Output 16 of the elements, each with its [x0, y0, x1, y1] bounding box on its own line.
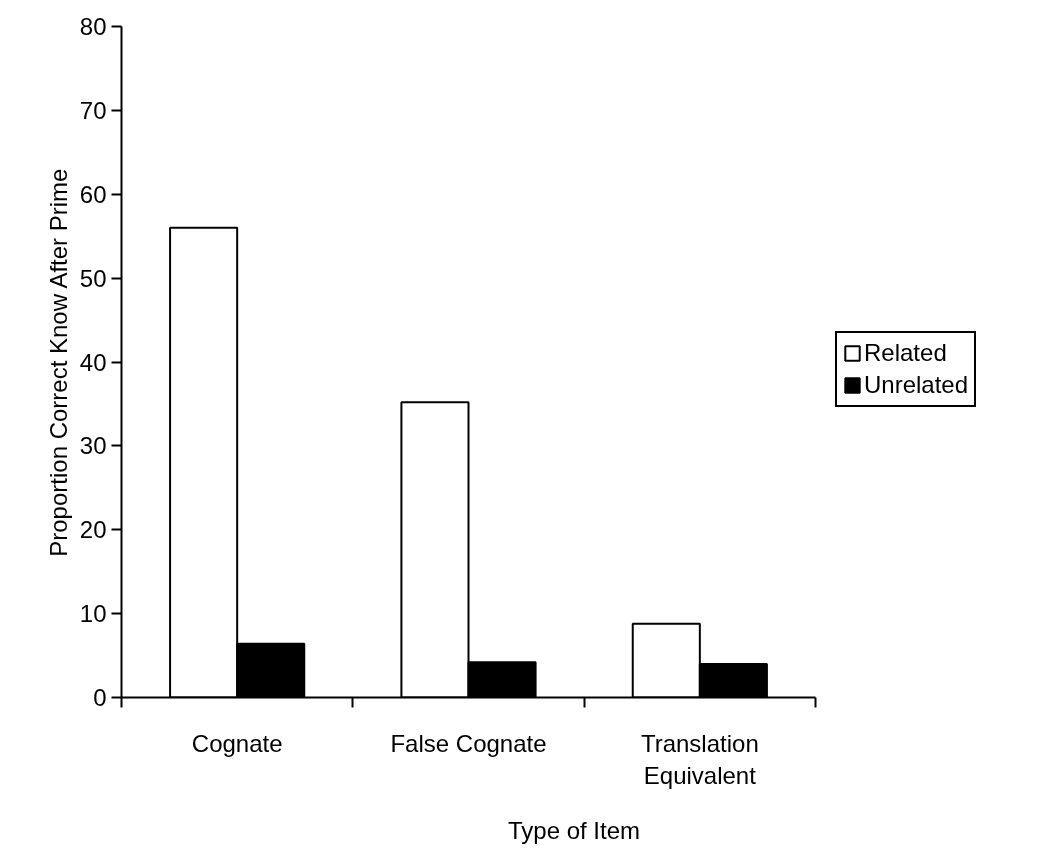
x-tick-label: False Cognate [390, 729, 547, 757]
x-axis-title: Type of Item [507, 816, 641, 844]
y-axis-title: Proportion Correct Know After Prime [44, 168, 72, 557]
legend-label: Unrelated [864, 371, 969, 399]
y-tick-label: 40 [79, 348, 107, 376]
y-tick-label: 10 [79, 600, 107, 628]
y-tick-label: 20 [79, 516, 107, 544]
y-tick-label: 60 [79, 180, 107, 208]
y-tick-label: 50 [79, 264, 107, 292]
y-tick-label: 70 [79, 96, 107, 124]
y-tick-label: 80 [79, 13, 107, 40]
x-tick-label: Translation Equivalent [640, 729, 759, 789]
legend-label: Related [864, 339, 947, 367]
y-tick-label: 0 [93, 684, 107, 711]
x-tick-label: Cognate [191, 729, 283, 757]
y-tick-label: 30 [79, 432, 107, 460]
